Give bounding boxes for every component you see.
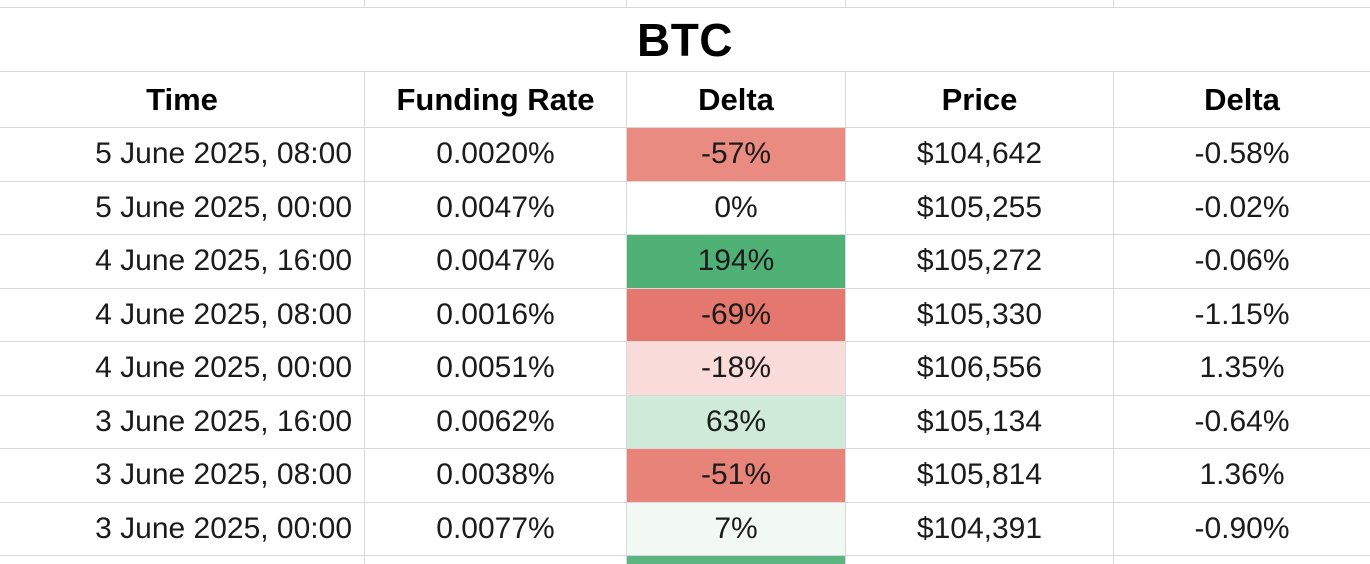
delta-cell[interactable]: 63% bbox=[627, 395, 846, 449]
funding-rate-cell[interactable]: 0.0047% bbox=[365, 235, 627, 289]
partial-bottom-pdelta-cell bbox=[1114, 556, 1370, 564]
header-funding-rate[interactable]: Funding Rate bbox=[365, 72, 627, 128]
delta-cell[interactable]: -57% bbox=[627, 128, 846, 182]
price-delta-cell[interactable]: -0.90% bbox=[1114, 502, 1370, 556]
time-cell[interactable]: 5 June 2025, 00:00 bbox=[0, 181, 365, 235]
partial-row-top bbox=[0, 0, 1370, 8]
table-row: 3 June 2025, 08:00 0.0038% -51% $105,814… bbox=[0, 449, 1370, 503]
price-delta-cell[interactable]: -1.15% bbox=[1114, 288, 1370, 342]
time-cell[interactable]: 5 June 2025, 08:00 bbox=[0, 128, 365, 182]
delta-cell[interactable]: -69% bbox=[627, 288, 846, 342]
delta-cell[interactable]: -18% bbox=[627, 342, 846, 396]
funding-rate-cell[interactable]: 0.0062% bbox=[365, 395, 627, 449]
funding-rate-cell[interactable]: 0.0016% bbox=[365, 288, 627, 342]
table-row: 4 June 2025, 08:00 0.0016% -69% $105,330… bbox=[0, 288, 1370, 342]
partial-top-delta-cell bbox=[627, 0, 846, 8]
funding-rate-cell[interactable]: 0.0051% bbox=[365, 342, 627, 396]
partial-top-pdelta-cell bbox=[1114, 0, 1370, 8]
delta-cell[interactable]: -51% bbox=[627, 449, 846, 503]
table-row: 4 June 2025, 00:00 0.0051% -18% $106,556… bbox=[0, 342, 1370, 396]
price-cell[interactable]: $106,556 bbox=[846, 342, 1114, 396]
price-delta-cell[interactable]: 1.35% bbox=[1114, 342, 1370, 396]
table-row: 4 June 2025, 16:00 0.0047% 194% $105,272… bbox=[0, 235, 1370, 289]
data-rows: 5 June 2025, 08:00 0.0020% -57% $104,642… bbox=[0, 128, 1370, 556]
time-cell[interactable]: 3 June 2025, 16:00 bbox=[0, 395, 365, 449]
time-cell[interactable]: 4 June 2025, 16:00 bbox=[0, 235, 365, 289]
time-cell[interactable]: 3 June 2025, 00:00 bbox=[0, 502, 365, 556]
price-delta-cell[interactable]: 1.36% bbox=[1114, 449, 1370, 503]
table-title[interactable]: BTC bbox=[0, 8, 1370, 72]
partial-bottom-funding-cell bbox=[365, 556, 627, 564]
table-row: 5 June 2025, 08:00 0.0020% -57% $104,642… bbox=[0, 128, 1370, 182]
price-delta-cell[interactable]: -0.64% bbox=[1114, 395, 1370, 449]
partial-top-time-cell bbox=[0, 0, 365, 8]
price-cell[interactable]: $105,255 bbox=[846, 181, 1114, 235]
time-cell[interactable]: 4 June 2025, 00:00 bbox=[0, 342, 365, 396]
header-row: Time Funding Rate Delta Price Delta bbox=[0, 72, 1370, 128]
price-delta-cell[interactable]: -0.02% bbox=[1114, 181, 1370, 235]
header-time[interactable]: Time bbox=[0, 72, 365, 128]
table-row: 3 June 2025, 16:00 0.0062% 63% $105,134 … bbox=[0, 395, 1370, 449]
header-delta[interactable]: Delta bbox=[627, 72, 846, 128]
partial-bottom-time-cell bbox=[0, 556, 365, 564]
price-delta-cell[interactable]: -0.58% bbox=[1114, 128, 1370, 182]
partial-row-bottom bbox=[0, 556, 1370, 564]
table-row: 5 June 2025, 00:00 0.0047% 0% $105,255 -… bbox=[0, 181, 1370, 235]
header-price[interactable]: Price bbox=[846, 72, 1114, 128]
delta-cell[interactable]: 7% bbox=[627, 502, 846, 556]
price-cell[interactable]: $105,134 bbox=[846, 395, 1114, 449]
partial-top-funding-cell bbox=[365, 0, 627, 8]
price-cell[interactable]: $105,272 bbox=[846, 235, 1114, 289]
delta-cell[interactable]: 0% bbox=[627, 181, 846, 235]
time-cell[interactable]: 3 June 2025, 08:00 bbox=[0, 449, 365, 503]
title-row: BTC bbox=[0, 8, 1370, 72]
funding-rate-cell[interactable]: 0.0020% bbox=[365, 128, 627, 182]
price-cell[interactable]: $104,391 bbox=[846, 502, 1114, 556]
partial-bottom-delta-cell bbox=[627, 556, 846, 564]
price-cell[interactable]: $105,330 bbox=[846, 288, 1114, 342]
time-cell[interactable]: 4 June 2025, 08:00 bbox=[0, 288, 365, 342]
price-delta-cell[interactable]: -0.06% bbox=[1114, 235, 1370, 289]
delta-cell[interactable]: 194% bbox=[627, 235, 846, 289]
funding-rate-cell[interactable]: 0.0077% bbox=[365, 502, 627, 556]
funding-rate-cell[interactable]: 0.0047% bbox=[365, 181, 627, 235]
table-row: 3 June 2025, 00:00 0.0077% 7% $104,391 -… bbox=[0, 502, 1370, 556]
header-price-delta[interactable]: Delta bbox=[1114, 72, 1370, 128]
partial-top-price-cell bbox=[846, 0, 1114, 8]
funding-rate-cell[interactable]: 0.0038% bbox=[365, 449, 627, 503]
partial-bottom-price-cell bbox=[846, 556, 1114, 564]
price-cell[interactable]: $105,814 bbox=[846, 449, 1114, 503]
price-cell[interactable]: $104,642 bbox=[846, 128, 1114, 182]
